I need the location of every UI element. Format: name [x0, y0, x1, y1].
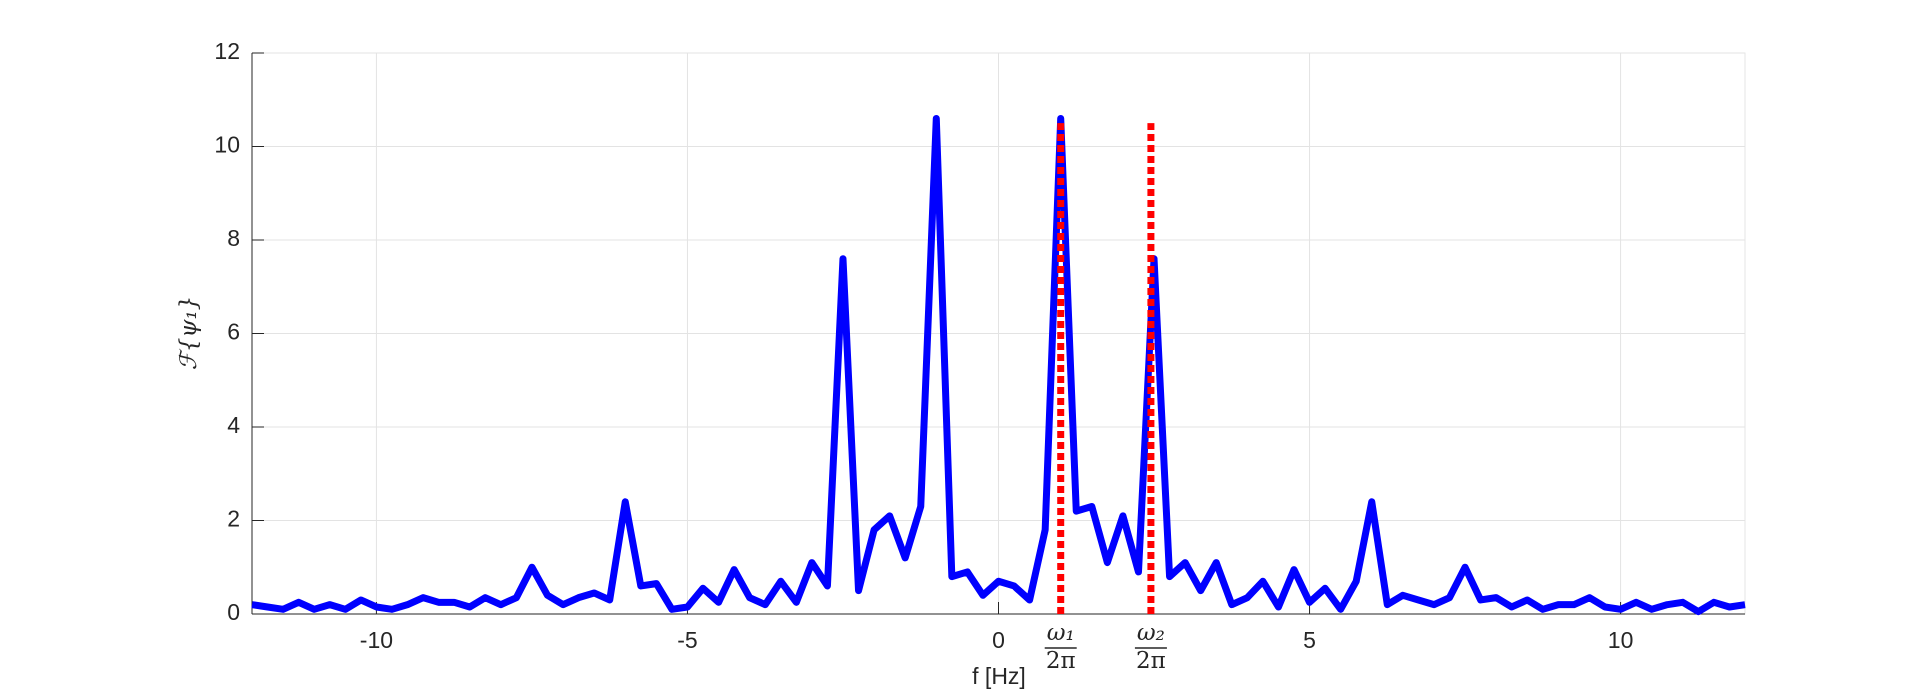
x-tick-label: 0 [992, 627, 1005, 653]
marker-label-numerator: ω₂ [1137, 620, 1165, 646]
y-tick-label: 10 [214, 132, 240, 158]
y-tick-label: 2 [227, 506, 240, 532]
y-tick-label: 8 [227, 225, 240, 251]
marker-label-denominator: 2π [1136, 648, 1166, 674]
x-tick-label: 10 [1608, 627, 1634, 653]
y-axis-label: ℱ{ψ₁} [176, 296, 202, 371]
marker-label-numerator: ω₁ [1047, 620, 1075, 646]
x-tick-label: 5 [1303, 627, 1316, 653]
x-tick-label: -10 [360, 627, 393, 653]
x-tick-label: -5 [677, 627, 697, 653]
marker-label-denominator: 2π [1046, 648, 1076, 674]
y-tick-label: 0 [227, 599, 240, 625]
y-tick-label: 12 [214, 38, 240, 64]
y-tick-label: 6 [227, 319, 240, 345]
x-axis-label: f [Hz] [972, 663, 1026, 689]
y-tick-label: 4 [227, 412, 240, 438]
data-line [251, 114, 1746, 616]
